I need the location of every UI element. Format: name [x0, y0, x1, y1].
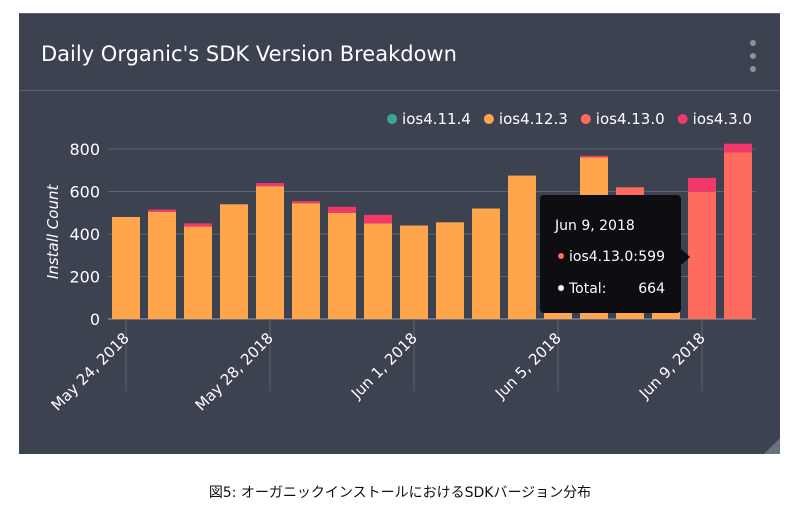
kebab-menu-icon[interactable] — [748, 40, 758, 72]
bar-segment[interactable] — [436, 222, 464, 319]
card-title: Daily Organic's SDK Version Breakdown — [41, 42, 457, 66]
tooltip-series-label: ios4.13.0: — [569, 249, 638, 265]
figure-caption: 図5: オーガニックインストールにおけるSDKバージョン分布 — [208, 485, 592, 501]
legend-marker-icon[interactable] — [580, 114, 591, 124]
legend-marker-icon[interactable] — [387, 114, 398, 124]
legend-label: ios4.3.0 — [693, 110, 752, 128]
chart-card: Daily Organic's SDK Version Breakdown 0 2… — [19, 13, 780, 454]
bar-segment[interactable] — [724, 143, 752, 153]
bar-segment[interactable] — [400, 225, 428, 320]
y-tick-label: 800 — [69, 140, 100, 159]
bar-segment[interactable] — [256, 186, 284, 319]
bar-segment[interactable] — [364, 214, 392, 224]
resize-handle-icon[interactable] — [764, 438, 780, 454]
tooltip-total-label: Total: — [568, 281, 606, 297]
bar-segment[interactable] — [688, 191, 716, 319]
legend-marker-icon[interactable] — [483, 114, 494, 124]
bar-segment[interactable] — [148, 211, 176, 319]
legend-marker-icon[interactable] — [677, 114, 688, 124]
tooltip-total-dot-icon — [558, 285, 564, 291]
bar-segment[interactable] — [364, 223, 392, 319]
x-tick-label: May 24, 2018 — [48, 329, 133, 414]
x-tick-label: Jun 9, 2018 — [635, 329, 709, 403]
bar-segment[interactable] — [220, 204, 248, 319]
bar-segment[interactable] — [688, 177, 716, 192]
y-tick-label: 200 — [69, 268, 100, 287]
legend-label: ios4.11.4 — [402, 110, 471, 128]
bar-segment[interactable] — [256, 183, 284, 187]
x-tick-label: May 28, 2018 — [192, 329, 277, 414]
card-header: Daily Organic's SDK Version Breakdown — [19, 14, 780, 91]
bar-segment[interactable] — [724, 152, 752, 319]
bar-segment[interactable] — [328, 212, 356, 319]
bar-segment[interactable] — [292, 203, 320, 319]
y-tick-label: 0 — [90, 310, 100, 329]
sdk-version-chart: 0 200 400 600 800 Install Count May 24, 2018 Ma… — [44, 110, 756, 414]
legend-label: ios4.13.0 — [596, 110, 665, 128]
tooltip-pointer — [681, 249, 690, 265]
tooltip-total-value: 664 — [638, 281, 665, 297]
y-tick-label: 400 — [69, 225, 100, 244]
y-tick-label: 600 — [69, 183, 100, 202]
bar-segment[interactable] — [184, 226, 212, 319]
x-tick-label: Jun 1, 2018 — [347, 329, 421, 403]
bar-segment[interactable] — [184, 223, 212, 227]
x-tick-label: Jun 5, 2018 — [491, 329, 565, 403]
bar-segment[interactable] — [112, 217, 140, 319]
y-axis-title: Install Count — [44, 184, 62, 280]
tooltip-series-dot-icon — [558, 253, 564, 259]
bar-segment[interactable] — [472, 208, 500, 320]
bar-segment[interactable] — [328, 206, 356, 213]
bar-segment[interactable] — [508, 175, 536, 319]
bar-segment[interactable] — [148, 209, 176, 212]
bar-segment[interactable] — [292, 201, 320, 204]
legend-label: ios4.12.3 — [499, 110, 568, 128]
tooltip-box — [540, 195, 681, 313]
tooltip-series-value: 599 — [638, 249, 665, 265]
tooltip-date: Jun 9, 2018 — [554, 218, 635, 234]
bar-segment[interactable] — [580, 155, 608, 158]
